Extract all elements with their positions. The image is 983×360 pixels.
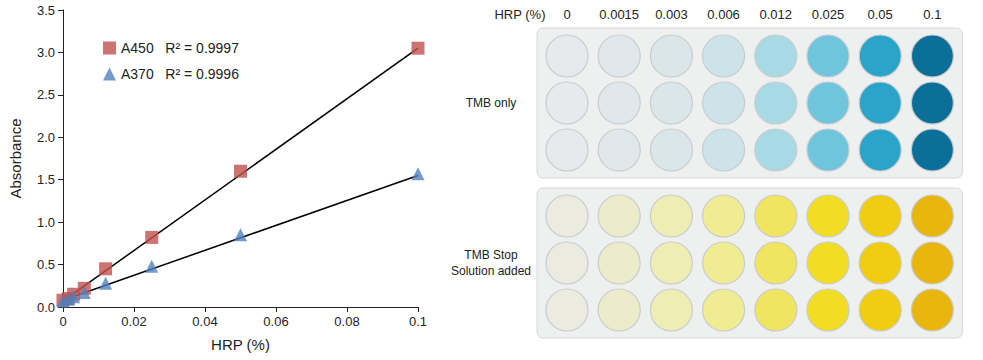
svg-text:TMB only: TMB only (466, 96, 517, 110)
svg-text:0.003: 0.003 (655, 7, 688, 22)
svg-text:Solution added: Solution added (451, 264, 531, 278)
svg-text:0.0: 0.0 (37, 300, 55, 315)
svg-text:0.06: 0.06 (263, 314, 288, 329)
svg-text:0.025: 0.025 (812, 7, 845, 22)
svg-text:0.08: 0.08 (334, 314, 359, 329)
svg-text:0.012: 0.012 (760, 7, 793, 22)
svg-text:0.1: 0.1 (923, 7, 941, 22)
svg-text:2.5: 2.5 (37, 87, 55, 102)
svg-text:0.04: 0.04 (192, 314, 217, 329)
svg-text:0.1: 0.1 (409, 314, 427, 329)
svg-text:3.5: 3.5 (37, 3, 55, 18)
svg-text:A370 R² = 0.9996: A370 R² = 0.9996 (121, 66, 239, 82)
svg-text:1.0: 1.0 (37, 215, 55, 230)
svg-text:0.05: 0.05 (868, 7, 893, 22)
svg-text:0.006: 0.006 (707, 7, 740, 22)
svg-text:0: 0 (563, 7, 570, 22)
svg-text:HRP (%): HRP (%) (211, 336, 270, 353)
svg-text:A450 R² = 0.9997: A450 R² = 0.9997 (121, 40, 239, 56)
svg-text:0.0015: 0.0015 (599, 7, 639, 22)
svg-text:TMB Stop: TMB Stop (464, 248, 518, 262)
svg-text:0: 0 (59, 314, 66, 329)
svg-text:0.02: 0.02 (121, 314, 146, 329)
svg-text:0.5: 0.5 (37, 257, 55, 272)
svg-text:3.0: 3.0 (37, 45, 55, 60)
svg-text:1.5: 1.5 (37, 172, 55, 187)
svg-text:Absorbance: Absorbance (7, 118, 24, 198)
svg-text:2.0: 2.0 (37, 130, 55, 145)
svg-text:HRP (%): HRP (%) (494, 7, 545, 22)
